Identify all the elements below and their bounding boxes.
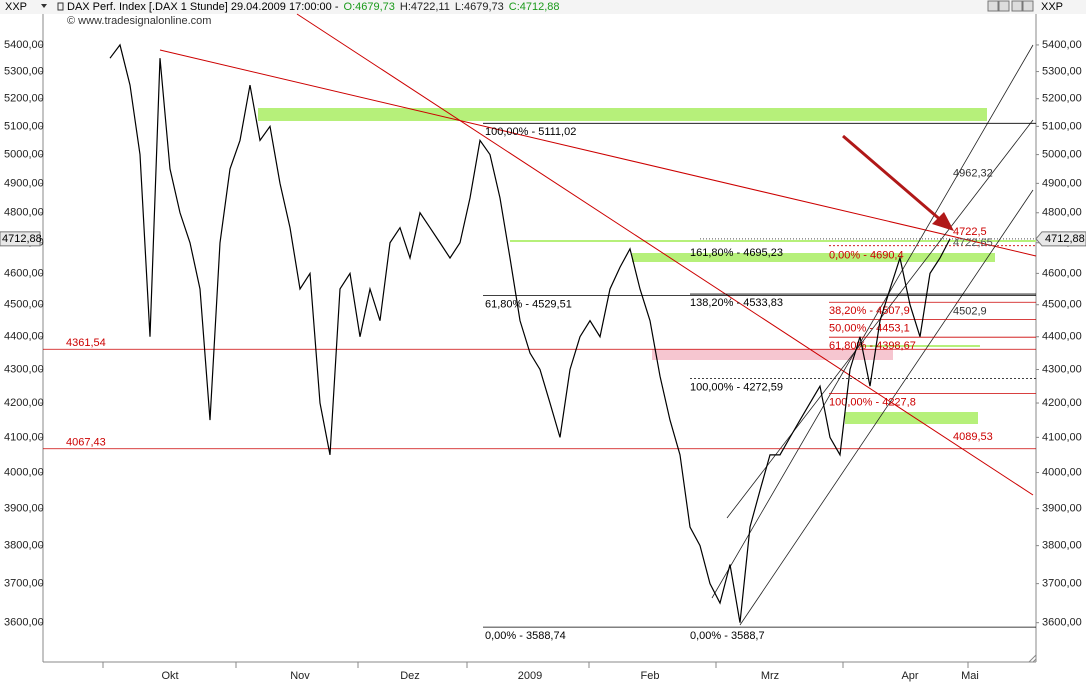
y-tick-label: 4900,00 — [1042, 177, 1082, 189]
y-tick-label: 4600,00 — [4, 267, 44, 279]
y-tick-label: 5300,00 — [1042, 65, 1082, 77]
month-separators — [102, 662, 969, 668]
x-tick-label: Okt — [161, 670, 178, 682]
level-label: 50,00% - 4453,1 — [829, 323, 910, 335]
quote-value: C:4712,88 — [509, 1, 560, 13]
level-label: 100,00% - 4272,59 — [690, 382, 783, 394]
y-tick-label: 5000,00 — [4, 148, 44, 160]
x-tick-label: Apr — [901, 670, 918, 682]
y-tick-label: 4300,00 — [1042, 363, 1082, 375]
chart-title: DAX Perf. Index [.DAX 1 Stunde] 29.04.20… — [67, 1, 339, 13]
level-label: 0,00% - 4690,4 — [829, 250, 904, 262]
y-tick-label: 5100,00 — [4, 120, 44, 132]
level-label: 0,00% - 3588,7 — [690, 630, 765, 642]
quote-value: H:4722,11 — [400, 1, 450, 13]
y-tick-label: 4200,00 — [1042, 397, 1082, 409]
y-tick-label: 3800,00 — [4, 540, 44, 552]
x-tick-label: Feb — [641, 670, 660, 682]
y-tick-label: 4400,00 — [1042, 331, 1082, 343]
y-tick-label: 3700,00 — [1042, 578, 1082, 590]
header-bar — [0, 0, 1086, 14]
copyright: © www.tradesignalonline.com — [67, 15, 211, 27]
level-label: 4502,9 — [953, 306, 987, 318]
last-price-box — [0, 231, 41, 247]
level-label: 61,80% - 4398,67 — [829, 340, 916, 352]
y-tick-label: 5000,00 — [1042, 148, 1082, 160]
level-label: 161,80% - 4695,23 — [690, 247, 783, 259]
level-label: 4722,65 — [953, 237, 993, 249]
level-label: 4089,53 — [953, 431, 993, 443]
y-tick-label: 4500,00 — [1042, 299, 1082, 311]
button[interactable] — [987, 0, 999, 12]
channel-line — [739, 189, 1034, 626]
symbol-right: XXP — [1041, 1, 1063, 13]
level-label: 138,20% - 4533,83 — [690, 297, 783, 309]
level-label: 4962,32 — [953, 167, 993, 179]
trend-line — [296, 13, 1034, 496]
y-tick-label: 4300,00 — [4, 363, 44, 375]
channel-line — [711, 44, 1034, 599]
price-line — [109, 43, 951, 623]
x-tick-label: Dez — [400, 670, 420, 682]
y-tick-label: 5200,00 — [4, 93, 44, 105]
trend-line — [159, 49, 1037, 257]
quote-value: O:4679,73 — [344, 1, 395, 13]
y-tick-label: 4500,00 — [4, 299, 44, 311]
y-tick-label: 5400,00 — [1042, 39, 1082, 51]
y-tick-label: 4600,00 — [1042, 267, 1082, 279]
arrow-head — [932, 212, 954, 231]
resistance-zone — [258, 108, 987, 121]
x-tick-label: Nov — [290, 670, 310, 682]
last-price-label: 4712,88 — [2, 233, 42, 245]
y-tick-label: 4800,00 — [1042, 207, 1082, 219]
y-tick-label: 4100,00 — [1042, 431, 1082, 443]
level-label: 4361,54 — [66, 337, 106, 349]
x-tick-label: Mrz — [761, 670, 779, 682]
button[interactable] — [1022, 0, 1034, 12]
y-tick-label: 5400,00 — [4, 39, 44, 51]
y-tick-label: 3900,00 — [1042, 503, 1082, 515]
y-tick-label: 4000,00 — [1042, 466, 1082, 478]
dropdown-icon[interactable] — [41, 4, 47, 8]
chart-icon — [57, 2, 64, 11]
x-tick-label: 2009 — [518, 670, 542, 682]
last-price-label: 4712,88 — [1045, 233, 1085, 245]
level-label: 0,00% - 3588,74 — [485, 630, 566, 642]
y-tick-label: 3800,00 — [1042, 540, 1082, 552]
y-tick-label: 3700,00 — [4, 578, 44, 590]
y-tick-label: 4800,00 — [4, 207, 44, 219]
arrow — [842, 134, 944, 224]
quote-value: L:4679,73 — [455, 1, 504, 13]
y-tick-label: 5200,00 — [1042, 93, 1082, 105]
y-tick-label: 3900,00 — [4, 503, 44, 515]
level-label: 4067,43 — [66, 437, 106, 449]
x-tick-label: Mai — [961, 670, 979, 682]
level-label: 38,20% - 4507,9 — [829, 305, 910, 317]
level-label: 4722,5 — [953, 226, 987, 238]
level-label: 100,00% - 4227,8 — [829, 397, 916, 409]
symbol: XXP — [5, 1, 27, 13]
y-tick-label: 4400,00 — [4, 331, 44, 343]
pink-zone — [652, 349, 893, 360]
y-tick-label: 5100,00 — [1042, 120, 1082, 132]
y-tick-label: 4200,00 — [4, 397, 44, 409]
zone — [632, 253, 995, 262]
support-zone — [845, 412, 978, 424]
y-tick-label: 3600,00 — [1042, 617, 1082, 629]
y-tick-label: 4000,00 — [4, 466, 44, 478]
last-price-box — [1035, 231, 1086, 247]
button[interactable] — [1011, 0, 1023, 12]
level-label: 100,00% - 5111,02 — [485, 126, 576, 138]
level-label: 61,80% - 4529,51 — [485, 298, 572, 310]
button[interactable] — [998, 0, 1010, 12]
y-tick-label: 4900,00 — [4, 177, 44, 189]
y-tick-label: 5300,00 — [4, 65, 44, 77]
y-tick-label: 3600,00 — [4, 617, 44, 629]
window-buttons — [987, 0, 1034, 12]
resize-grip — [1028, 654, 1037, 663]
y-tick-label: 4100,00 — [4, 431, 44, 443]
